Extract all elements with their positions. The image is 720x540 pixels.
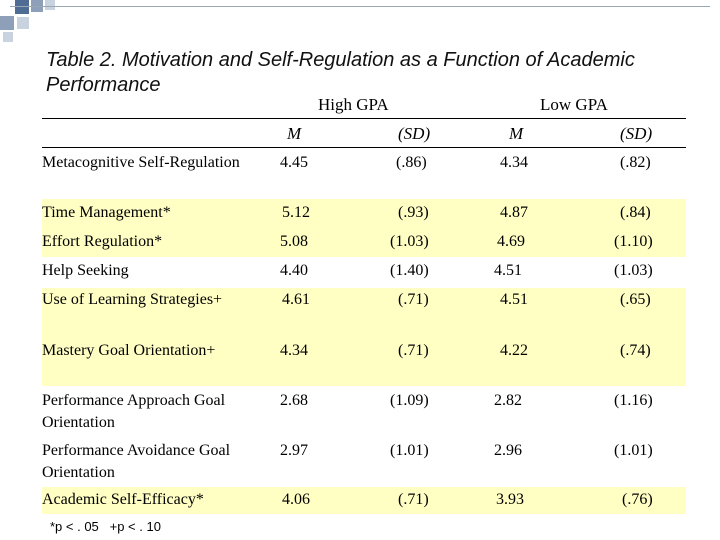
cell-high-sd: (1.09) xyxy=(390,392,429,409)
header-rule xyxy=(42,118,686,119)
cell-high-mean: 5.08 xyxy=(280,233,308,250)
group-header-low-gpa: Low GPA xyxy=(540,95,608,114)
row-label: Time Management* xyxy=(42,204,171,221)
deco-square xyxy=(15,0,29,14)
cell-low-mean: 4.51 xyxy=(494,262,522,279)
cell-high-mean: 2.68 xyxy=(280,392,308,409)
row-label: Performance Avoidance Goal Orientation xyxy=(42,442,231,481)
cell-high-sd: (.93) xyxy=(398,204,429,221)
cell-high-mean: 4.61 xyxy=(282,291,310,308)
cell-high-sd: (1.03) xyxy=(390,233,429,250)
cell-high-sd: (.71) xyxy=(398,491,429,508)
cell-low-mean: 4.69 xyxy=(497,233,525,250)
cell-low-mean: 3.93 xyxy=(496,491,524,508)
cell-high-mean: 4.06 xyxy=(282,491,310,508)
cell-low-sd: (.74) xyxy=(620,342,651,359)
cell-low-mean: 2.82 xyxy=(494,392,522,409)
row-label: Mastery Goal Orientation+ xyxy=(42,342,216,359)
deco-square xyxy=(45,0,55,10)
cell-high-sd: (1.40) xyxy=(390,262,429,279)
deco-square xyxy=(3,32,13,42)
footnote: *p < . 05 +p < . 10 xyxy=(50,519,161,534)
col-header-low-sd: (SD) xyxy=(620,124,653,143)
group-header-high-gpa: High GPA xyxy=(318,95,389,114)
cell-high-mean: 2.97 xyxy=(280,442,308,459)
cell-high-sd: (.71) xyxy=(398,342,429,359)
col-header-high-mean: M xyxy=(287,124,302,143)
cell-high-mean: 4.34 xyxy=(280,342,308,359)
cell-low-sd: (.65) xyxy=(620,291,651,308)
cell-high-mean: 4.40 xyxy=(280,262,308,279)
row-highlight xyxy=(42,199,686,257)
cell-high-sd: (.86) xyxy=(396,154,427,171)
cell-high-mean: 5.12 xyxy=(282,204,310,221)
cell-low-mean: 4.87 xyxy=(500,204,528,221)
row-label: Help Seeking xyxy=(42,262,129,279)
row-label: Performance Approach Goal Orientation xyxy=(42,392,226,431)
deco-square xyxy=(17,17,29,29)
row-label: Academic Self-Efficacy* xyxy=(42,491,204,508)
row-label: Use of Learning Strategies+ xyxy=(42,291,223,308)
cell-low-mean: 2.96 xyxy=(494,442,522,459)
row-highlight xyxy=(42,288,686,386)
row-highlight xyxy=(42,487,686,514)
top-divider-line xyxy=(10,6,710,7)
header-rule xyxy=(42,147,686,148)
cell-high-sd: (1.01) xyxy=(390,442,429,459)
cell-low-sd: (.76) xyxy=(622,491,653,508)
table-title: Table 2. Motivation and Self-Regulation … xyxy=(46,49,635,96)
col-header-low-mean: M xyxy=(509,124,524,143)
row-label: Metacognitive Self-Regulation xyxy=(42,154,240,171)
deco-square xyxy=(0,16,14,30)
cell-low-sd: (1.03) xyxy=(614,262,653,279)
cell-low-sd: (.82) xyxy=(620,154,651,171)
cell-low-mean: 4.51 xyxy=(500,291,528,308)
cell-low-mean: 4.34 xyxy=(500,154,528,171)
cell-low-sd: (1.16) xyxy=(614,392,653,409)
cell-high-mean: 4.45 xyxy=(280,154,308,171)
col-header-high-sd: (SD) xyxy=(398,124,431,143)
cell-low-sd: (1.01) xyxy=(614,442,653,459)
cell-low-sd: (1.10) xyxy=(614,233,653,250)
cell-high-sd: (.71) xyxy=(398,291,429,308)
cell-low-mean: 4.22 xyxy=(500,342,528,359)
cell-low-sd: (.84) xyxy=(620,204,651,221)
row-label: Effort Regulation* xyxy=(42,233,163,250)
